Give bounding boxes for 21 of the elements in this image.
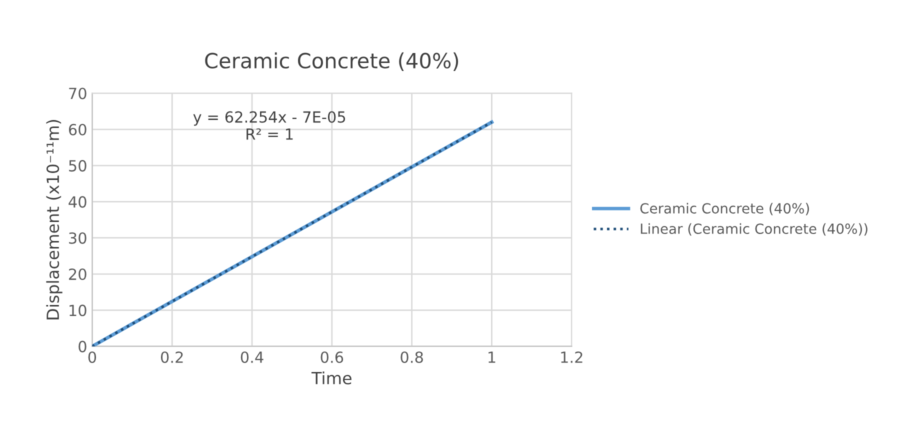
y-axis-title: Displacement (x10⁻¹¹m) <box>46 120 62 320</box>
y-tick-label: 20 <box>69 268 86 280</box>
x-tick-label: 1.2 <box>561 351 582 363</box>
x-tick-label: 0.8 <box>400 351 423 364</box>
y-tick-label: 10 <box>70 304 86 316</box>
y-tick-label: 0 <box>78 340 86 352</box>
x-tick-label: 0.6 <box>320 351 344 364</box>
x-tick-label: 0.4 <box>240 351 264 364</box>
chart-title: Ceramic Concrete (40%) <box>205 52 458 71</box>
legend-label: Linear (Ceramic Concrete (40%)) <box>640 223 868 236</box>
x-axis-title: Time <box>311 372 352 384</box>
y-tick-label: 50 <box>69 160 86 172</box>
legend-label: Ceramic Concrete (40%) <box>640 202 809 216</box>
y-tick-label: 40 <box>68 196 86 208</box>
x-tick-label: 0.2 <box>160 351 183 364</box>
x-tick-label: 0 <box>88 351 96 364</box>
y-tick-label: 60 <box>68 124 86 136</box>
y-tick-label: 30 <box>69 232 86 244</box>
x-tick-label: 1 <box>488 352 496 363</box>
annotation: y = 62.254x - 7E-05 R² = 1 <box>193 111 346 140</box>
y-tick-label: 70 <box>69 88 86 100</box>
